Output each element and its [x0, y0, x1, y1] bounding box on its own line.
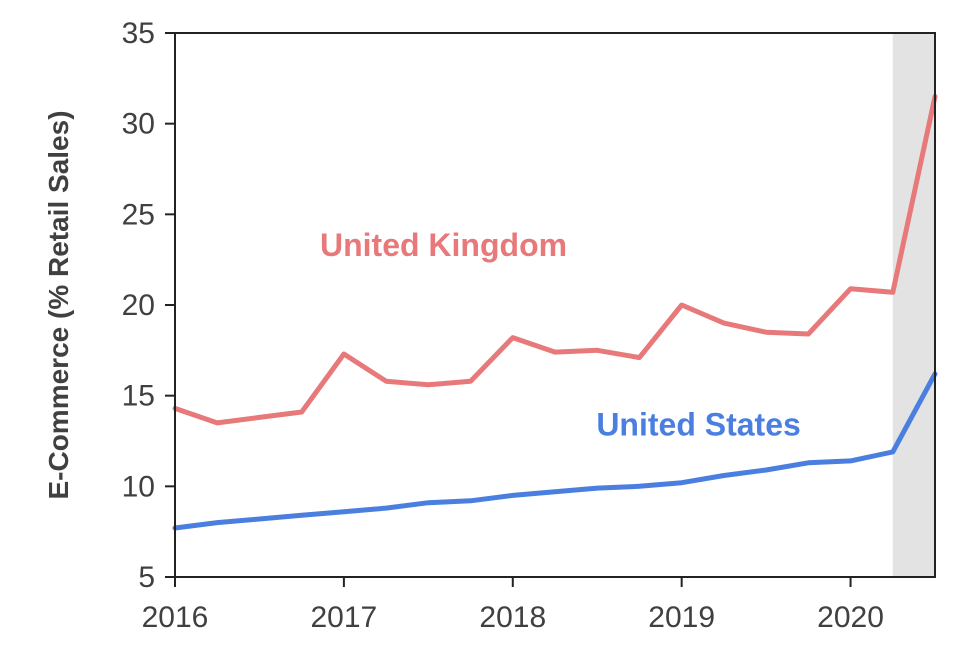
y-axis-ticks: 5 10 15 20 25 30 35 [122, 17, 175, 594]
series-lines [172, 94, 938, 531]
series-labels: United Kingdom United States [320, 227, 801, 443]
series-label-united-states: United States [596, 407, 800, 443]
y-tick-label: 20 [122, 289, 155, 322]
y-axis-title: E-Commerce (% Retail Sales) [43, 110, 74, 499]
x-axis-ticks: 2016 2017 2018 2019 2020 [142, 577, 884, 634]
x-tick-label: 2017 [311, 601, 378, 634]
y-tick-label: 15 [122, 380, 155, 413]
y-tick-label: 30 [122, 108, 155, 141]
plot-frame [174, 32, 936, 578]
series-line-united-kingdom [172, 94, 938, 426]
y-tick-label: 25 [122, 198, 155, 231]
x-tick-label: 2019 [648, 601, 715, 634]
x-tick-label: 2020 [817, 601, 884, 634]
x-tick-label: 2016 [142, 601, 209, 634]
series-line-united-states [172, 371, 938, 531]
x-tick-label: 2018 [479, 601, 546, 634]
y-tick-label: 5 [138, 561, 155, 594]
y-tick-label: 35 [122, 17, 155, 50]
y-tick-label: 10 [122, 470, 155, 503]
series-label-united-kingdom: United Kingdom [320, 227, 567, 263]
